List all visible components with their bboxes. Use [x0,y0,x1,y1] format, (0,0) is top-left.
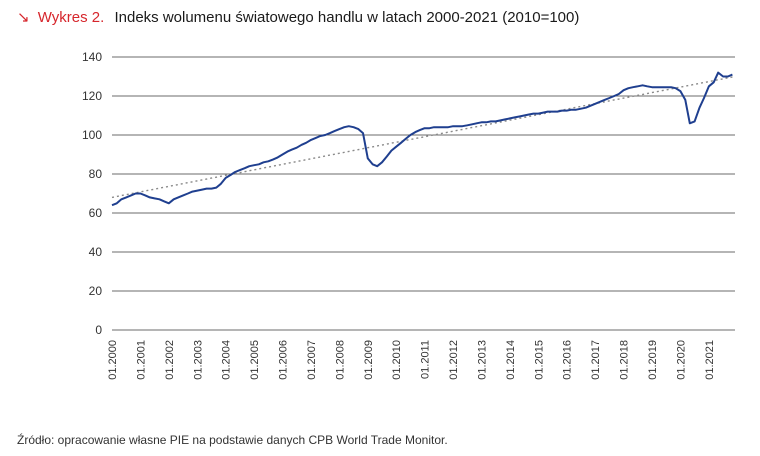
series-lines [111,71,733,207]
y-tick-label: 100 [82,128,102,142]
y-tick-label: 60 [89,206,103,220]
x-tick-label: 01.2003 [192,340,204,380]
x-tick-label: 01.2004 [221,340,233,380]
x-tick-label: 01.2005 [249,340,261,380]
x-tick-label: 01.2012 [448,340,460,380]
trend-line-path [111,75,736,199]
x-tick-label: 01.2016 [562,340,574,380]
x-tick-label: 01.2015 [533,340,545,380]
x-tick-label: 01.2000 [107,340,119,380]
x-tick-label: 01.2021 [704,340,716,380]
trend-line [111,75,736,199]
x-tick-label: 01.2011 [420,340,432,379]
x-tick-label: 01.2009 [363,340,375,380]
x-tick-label: 01.2017 [590,340,602,380]
figure-label: Wykres 2. [37,9,105,26]
chart-title: Indeks wolumenu światowego handlu w lata… [114,9,580,26]
x-tick-label: 01.2008 [334,340,346,380]
y-tick-label: 120 [82,89,102,103]
y-tick-label: 40 [89,245,103,259]
x-tick-label: 01.2010 [391,340,403,380]
x-tick-label: 01.2006 [278,340,290,380]
series-line [111,71,733,207]
x-tick-label: 01.2002 [164,340,176,380]
x-tick-label: 01.2018 [619,340,631,380]
gridlines [112,56,735,331]
x-tick-label: 01.2019 [647,340,659,380]
arrow-down-right-icon: ↘ [17,9,30,26]
y-axis-tick-labels: 0 20 40 60 80 100 120 140 [82,50,102,337]
x-tick-label: 01.2014 [505,340,517,380]
y-tick-label: 20 [89,284,103,298]
x-axis-tick-labels: 01.2000 01.2001 01.2002 01.2003 01.2004 01.20… [107,340,716,380]
y-tick-label: 80 [89,167,103,181]
y-tick-label: 140 [82,50,102,64]
chart-header: ↘ Wykres 2. Indeks wolumenu światowego h… [17,8,579,26]
x-tick-label: 01.2001 [135,340,147,380]
y-tick-label: 0 [95,323,102,337]
x-tick-label: 01.2007 [306,340,318,380]
source-note: Źródło: opracowanie własne PIE na podsta… [17,433,448,447]
x-tick-label: 01.2020 [675,340,687,380]
x-tick-label: 01.2013 [476,340,488,380]
